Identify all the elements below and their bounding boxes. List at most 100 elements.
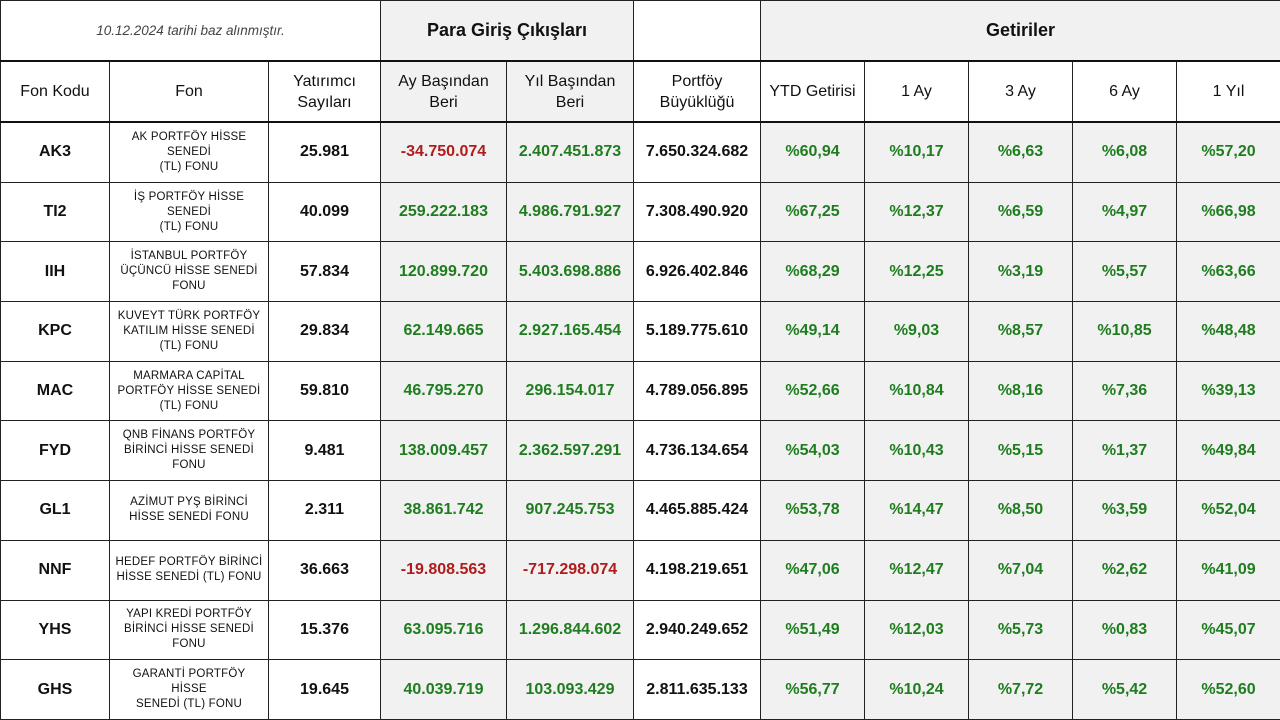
mtd-flow-cell: 40.039.719 <box>380 659 507 720</box>
fund-code-cell: MAC <box>0 360 110 422</box>
col-header-1y: 1 Yıl <box>1175 60 1280 123</box>
ytd-flow-cell: 2.407.451.873 <box>506 121 634 183</box>
col-header-mtd-flow: Ay Başından Beri <box>380 60 507 123</box>
fund-name-cell: HEDEF PORTFÖY BİRİNCİ HİSSE SENEDİ (TL) F… <box>109 539 269 601</box>
investor-count-cell: 57.834 <box>268 241 381 303</box>
group-header-row: 10.12.2024 tarihi baz alınmıştır. Para G… <box>0 0 1280 62</box>
return-1m-cell: %12,37 <box>864 181 969 243</box>
col-header-ytd-flow: Yıl Başından Beri <box>506 60 634 123</box>
fund-code-cell: TI2 <box>0 181 110 243</box>
ytd-return-cell: %68,29 <box>760 241 865 303</box>
table-row: GHS GARANTİ PORTFÖY HİSSE SENEDİ (TL) FONU… <box>0 659 1280 720</box>
portfolio-size-cell: 7.308.490.920 <box>633 181 761 243</box>
investor-count-cell: 19.645 <box>268 659 381 720</box>
return-1m-cell: %10,17 <box>864 121 969 183</box>
investor-count-cell: 40.099 <box>268 181 381 243</box>
investor-count-cell: 36.663 <box>268 539 381 601</box>
return-1m-cell: %9,03 <box>864 301 969 362</box>
return-3m-cell: %8,57 <box>968 301 1073 362</box>
fund-code-cell: GHS <box>0 659 110 720</box>
col-header-3m: 3 Ay <box>968 60 1073 123</box>
ytd-flow-cell: 2.362.597.291 <box>506 420 634 482</box>
return-1y-cell: %39,13 <box>1175 360 1280 422</box>
returns-group-title: Getiriler <box>759 0 1280 62</box>
portfolio-size-cell: 6.926.402.846 <box>633 241 761 303</box>
ytd-flow-cell: 2.927.165.454 <box>506 301 634 362</box>
fund-name-cell: KUVEYT TÜRK PORTFÖY KATILIM HİSSE SENEDİ(… <box>109 301 269 362</box>
portfolio-size-cell: 4.465.885.424 <box>633 480 761 541</box>
mtd-flow-cell: -19.808.563 <box>380 539 507 601</box>
col-header-code: Fon Kodu <box>0 60 110 123</box>
fund-name-cell: İŞ PORTFÖY HİSSE SENEDİ (TL) FONU <box>109 181 269 243</box>
return-1m-cell: %14,47 <box>864 480 969 541</box>
fund-code-cell: FYD <box>0 420 110 482</box>
return-1y-cell: %45,07 <box>1175 599 1280 661</box>
return-1m-cell: %12,25 <box>864 241 969 303</box>
mtd-flow-cell: 259.222.183 <box>380 181 507 243</box>
return-6m-cell: %7,36 <box>1072 360 1177 422</box>
fund-code-cell: AK3 <box>0 121 110 183</box>
ytd-flow-cell: 1.296.844.602 <box>506 599 634 661</box>
return-1y-cell: %63,66 <box>1175 241 1280 303</box>
ytd-return-cell: %56,77 <box>760 659 865 720</box>
fund-code-cell: IIH <box>0 241 110 303</box>
return-1m-cell: %12,47 <box>864 539 969 601</box>
return-3m-cell: %6,63 <box>968 121 1073 183</box>
ytd-return-cell: %52,66 <box>760 360 865 422</box>
portfolio-size-cell: 2.940.249.652 <box>633 599 761 661</box>
fund-code-cell: NNF <box>0 539 110 601</box>
return-6m-cell: %2,62 <box>1072 539 1177 601</box>
return-3m-cell: %8,50 <box>968 480 1073 541</box>
return-3m-cell: %6,59 <box>968 181 1073 243</box>
mtd-flow-cell: 120.899.720 <box>380 241 507 303</box>
table-row: FYD QNB FİNANS PORTFÖY BİRİNCİ HİSSE SENED… <box>0 420 1280 482</box>
return-1y-cell: %52,04 <box>1175 480 1280 541</box>
portfolio-size-cell: 4.198.219.651 <box>633 539 761 601</box>
return-6m-cell: %1,37 <box>1072 420 1177 482</box>
return-1y-cell: %48,48 <box>1175 301 1280 362</box>
fund-name-cell: AZİMUT PYŞ BİRİNCİ HİSSE SENEDİ FONU <box>109 480 269 541</box>
mtd-flow-cell: 138.009.457 <box>380 420 507 482</box>
fund-name-cell: GARANTİ PORTFÖY HİSSE SENEDİ (TL) FONU <box>109 659 269 720</box>
return-1y-cell: %66,98 <box>1175 181 1280 243</box>
ytd-return-cell: %67,25 <box>760 181 865 243</box>
mtd-flow-cell: -34.750.074 <box>380 121 507 183</box>
col-header-fund: Fon <box>109 60 269 123</box>
ytd-return-cell: %49,14 <box>760 301 865 362</box>
investor-count-cell: 59.810 <box>268 360 381 422</box>
investor-count-cell: 15.376 <box>268 599 381 661</box>
portfolio-size-cell: 4.736.134.654 <box>633 420 761 482</box>
fund-name-cell: İSTANBUL PORTFÖY ÜÇÜNCÜ HİSSE SENEDİ FONU <box>109 241 269 303</box>
portfolio-size-cell: 5.189.775.610 <box>633 301 761 362</box>
date-note: 10.12.2024 tarihi baz alınmıştır. <box>0 0 381 62</box>
col-header-6m: 6 Ay <box>1072 60 1177 123</box>
mtd-flow-cell: 63.095.716 <box>380 599 507 661</box>
col-header-portfolio-size: Portföy Büyüklüğü <box>633 60 761 123</box>
return-1y-cell: %52,60 <box>1175 659 1280 720</box>
return-6m-cell: %4,97 <box>1072 181 1177 243</box>
return-1m-cell: %12,03 <box>864 599 969 661</box>
return-1y-cell: %57,20 <box>1175 121 1280 183</box>
fund-name-cell: MARMARA CAPİTAL PORTFÖY HİSSE SENEDİ (TL) … <box>109 360 269 422</box>
mtd-flow-cell: 46.795.270 <box>380 360 507 422</box>
ytd-flow-cell: 907.245.753 <box>506 480 634 541</box>
table-row: MAC MARMARA CAPİTAL PORTFÖY HİSSE SENEDİ (T… <box>0 360 1280 422</box>
ytd-return-cell: %60,94 <box>760 121 865 183</box>
table-row: NNF HEDEF PORTFÖY BİRİNCİ HİSSE SENEDİ (TL… <box>0 539 1280 601</box>
return-3m-cell: %5,15 <box>968 420 1073 482</box>
return-6m-cell: %3,59 <box>1072 480 1177 541</box>
table-row: YHS YAPI KREDİ PORTFÖY BİRİNCİ HİSSE SENED… <box>0 599 1280 661</box>
table-row: GL1 AZİMUT PYŞ BİRİNCİ HİSSE SENEDİ FONU 2.… <box>0 480 1280 541</box>
table-row: KPC KUVEYT TÜRK PORTFÖY KATILIM HİSSE SENE… <box>0 301 1280 362</box>
fund-name-cell: YAPI KREDİ PORTFÖY BİRİNCİ HİSSE SENEDİ FO… <box>109 599 269 661</box>
fund-code-cell: KPC <box>0 301 110 362</box>
return-6m-cell: %10,85 <box>1072 301 1177 362</box>
return-1m-cell: %10,24 <box>864 659 969 720</box>
return-3m-cell: %5,73 <box>968 599 1073 661</box>
ytd-flow-cell: 296.154.017 <box>506 360 634 422</box>
ytd-flow-cell: 4.986.791.927 <box>506 181 634 243</box>
column-header-row: Fon Kodu Fon Yatırımcı Sayıları Ay Başınd… <box>0 60 1280 123</box>
ytd-flow-cell: -717.298.074 <box>506 539 634 601</box>
return-3m-cell: %8,16 <box>968 360 1073 422</box>
ytd-flow-cell: 5.403.698.886 <box>506 241 634 303</box>
